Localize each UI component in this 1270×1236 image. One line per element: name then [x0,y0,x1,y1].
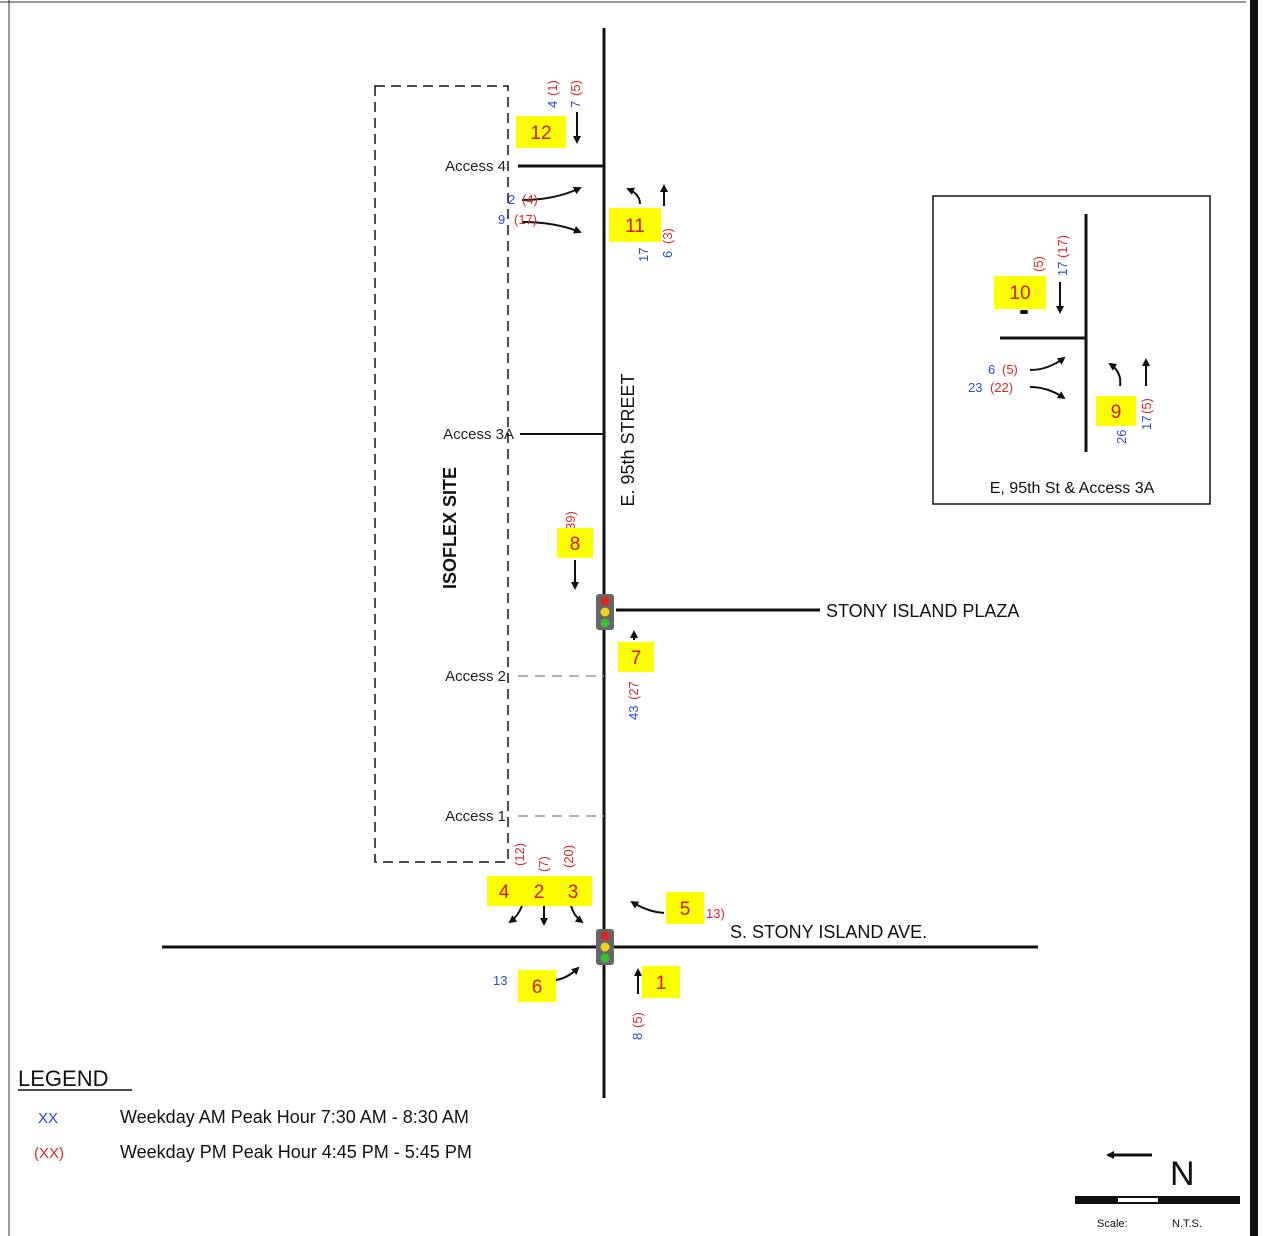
tag-6 [518,970,556,1002]
inset-frame [932,195,1211,505]
vol-12a-pm: (1) [545,80,560,96]
tag-4-2-3 [487,876,592,906]
inset-vol-9a-pm: (5) [1002,362,1018,377]
scale-bar-gap [1118,1198,1158,1202]
vol-11c-am: 17 [636,248,651,262]
scale-value: N.T.S. [1172,1218,1202,1230]
legend-am-text: Weekday AM Peak Hour 7:30 AM - 8:30 AM [120,1107,469,1127]
isoflex-site-boundary [374,85,509,863]
inset-vol-10b-pm: (17) [1055,235,1070,258]
traffic-signal-plaza [596,594,614,630]
stony-island-plaza-label: STONY ISLAND PLAZA [826,601,1019,621]
access3a-label: Access 3A [443,426,514,443]
vol-11d-am: 6 [660,251,675,258]
vol-7-am: 43 [626,706,641,720]
vol-11b-pm: (17) [514,212,537,227]
vol-11b-am: 9 [498,212,505,227]
arrow-11-uturn [626,187,641,205]
e95th-street-label: E. 95th STREET [618,373,638,506]
inset-vol-9d-pm: (5) [1139,398,1154,414]
inset-vol-9a-am: 6 [988,362,995,377]
vol-1-am: 8 [630,1033,645,1040]
inset-vol-9c-am: 26 [1114,430,1129,444]
tag-3-text: 3 [568,882,579,903]
vol-12a-am: 4 [545,101,560,108]
tag-5 [666,892,704,924]
arrow-3-right [570,905,584,924]
vol-2-pm: (7) [536,856,551,872]
tag-10 [994,276,1046,309]
access4-label: Access 4 [445,158,506,175]
isoflex-site-label: ISOFLEX SITE [440,467,460,589]
tag-10-text: 10 [1009,283,1030,304]
arrow-6-right [555,966,580,981]
tag-8 [557,528,593,558]
vol-6-am: 13 [493,973,507,988]
tag-9-text: 9 [1111,402,1122,423]
inset-vol-9d-am: 17 [1139,416,1154,430]
vol-11a-am: 2 [508,192,515,207]
legend-pm-text: Weekday PM Peak Hour 4:45 PM - 5:45 PM [120,1142,472,1162]
vol-11d-pm: (3) [660,228,675,244]
tag-1-text: 1 [656,973,667,994]
scale-label: Scale: [1097,1218,1128,1230]
stony-island-ave-label: S. STONY ISLAND AVE. [730,922,927,942]
legend: LEGEND XX Weekday AM Peak Hour 7:30 AM -… [18,1066,472,1162]
tag-12-text: 12 [530,123,551,144]
vol-11a-pm: (4) [522,192,538,207]
north-arrow-scale: N Scale: N.T.S. [1075,1151,1240,1230]
tag-4-text: 4 [499,882,510,903]
tag-5-text: 5 [680,899,691,920]
vol-12b-pm: (5) [568,80,583,96]
inset-arrow-9c [1108,362,1122,387]
access1-label: Access 1 [445,808,506,825]
arrow-11-left [521,186,582,201]
tag-12 [516,116,566,148]
tag-1 [642,966,680,998]
legend-am-symbol: XX [38,1110,58,1127]
legend-pm-symbol: (XX) [34,1145,64,1162]
right-border-bar [1250,0,1258,1236]
inset-arrow-9a [1029,356,1066,371]
inset-panel: (5) 17 (17) 6 (5) 23 (22) 26 17 (5) E, 9… [932,195,1211,505]
movement-arrows [508,112,668,994]
tag-11 [609,208,661,242]
legend-title: LEGEND [18,1066,108,1091]
access2-label: Access 2 [445,668,506,685]
inset-vol-10a-pm: (5) [1031,256,1046,272]
vol-12b-am: 7 [568,101,583,108]
vol-5-pm: 13) [706,906,725,921]
inset-vol-9b-am: 23 [968,380,982,395]
north-label: N [1170,1155,1195,1193]
tag-2-text: 2 [534,882,545,903]
inset-vol-9b-pm: (22) [990,380,1013,395]
vol-8-pm: 39) [563,511,578,530]
inset-vol-10b-am: 17 [1055,262,1070,276]
arrow-11-right [521,221,582,234]
inset-title: E, 95th St & Access 3A [990,480,1155,497]
tag-7-text: 7 [631,648,642,669]
tag-9 [1096,396,1136,426]
index-tags: 12 11 10 9 8 7 5 4 2 3 6 1 [487,116,1136,1002]
traffic-signal-stony-island [596,929,614,965]
tag-8-text: 8 [570,534,581,555]
arrow-4-left [508,905,523,924]
vol-3-pm: (20) [561,845,576,868]
vol-1-pm: (5) [630,1012,645,1028]
vol-4-pm: (12) [512,843,527,866]
tag-6-text: 6 [532,977,543,998]
inset-arrow-9b [1029,386,1066,400]
inset-bullet [1020,310,1028,314]
arrow-5-turn [630,900,665,914]
tag-11-text: 11 [625,216,645,237]
vol-7-pm: (27 [626,681,641,700]
tag-7 [618,642,654,672]
